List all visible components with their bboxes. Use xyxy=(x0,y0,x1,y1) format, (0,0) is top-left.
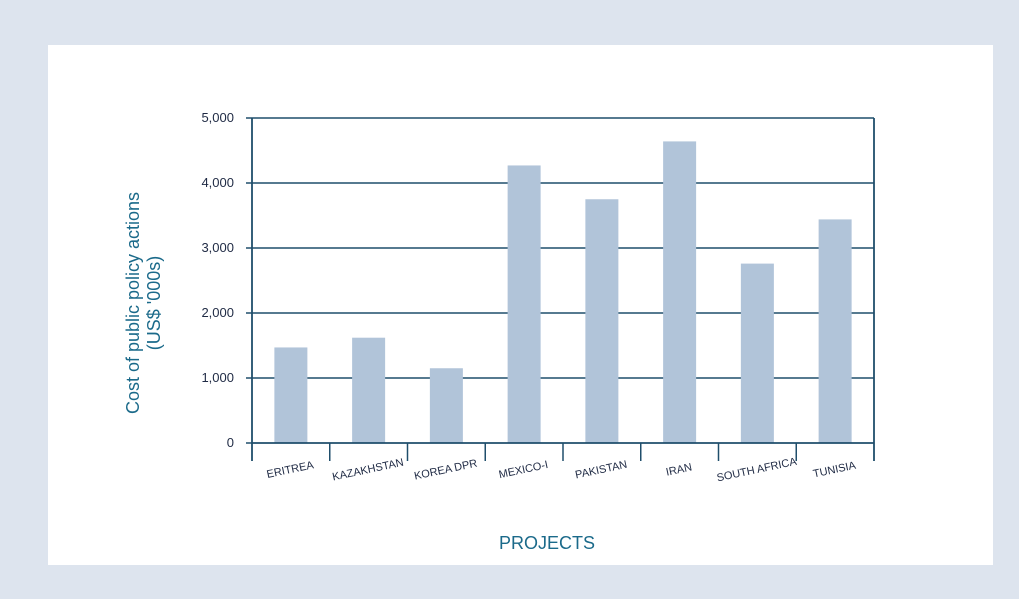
axes xyxy=(246,117,875,461)
bar-eritrea xyxy=(274,347,308,443)
y-axis-title-line2: (US$ '000s) xyxy=(144,256,164,350)
bar-south-africa xyxy=(740,263,774,443)
x-tick-label: ERITREA xyxy=(266,459,316,481)
x-tick-label: IRAN xyxy=(665,461,693,478)
x-tick-label: TUNISIA xyxy=(812,460,858,481)
bar-pakistan xyxy=(585,199,619,443)
x-tick-label: MEXICO-I xyxy=(498,459,550,481)
y-tick-label: 4,000 xyxy=(201,175,234,190)
y-axis-title-line1: Cost of public policy actions xyxy=(123,192,143,414)
y-tick-labels: 0 1,000 2,000 3,000 4,000 5,000 xyxy=(201,110,234,450)
y-tick-label: 5,000 xyxy=(201,110,234,125)
y-tick-label: 3,000 xyxy=(201,240,234,255)
x-tick-label: SOUTH AFRICA xyxy=(716,456,799,485)
x-tick-label: KOREA DPR xyxy=(413,458,478,483)
y-tick-label: 1,000 xyxy=(201,370,234,385)
bar-iran xyxy=(663,141,697,443)
bars xyxy=(274,141,852,443)
x-tick-label: KAZAKHSTAN xyxy=(331,457,404,484)
x-tick-label: PAKISTAN xyxy=(574,459,628,482)
bar-mexico-i xyxy=(507,165,541,443)
x-tick-labels: ERITREA KAZAKHSTAN KOREA DPR MEXICO-I PAKIST… xyxy=(266,456,858,485)
y-axis-title: Cost of public policy actions (US$ '000s… xyxy=(123,192,164,414)
y-tick-label: 2,000 xyxy=(201,305,234,320)
bar-kazakhstan xyxy=(352,337,386,443)
x-axis-title: PROJECTS xyxy=(499,533,595,553)
grid-lines xyxy=(252,117,874,379)
y-tick-label: 0 xyxy=(227,435,234,450)
bar-korea-dpr xyxy=(429,368,463,443)
bar-tunisia xyxy=(818,219,852,443)
